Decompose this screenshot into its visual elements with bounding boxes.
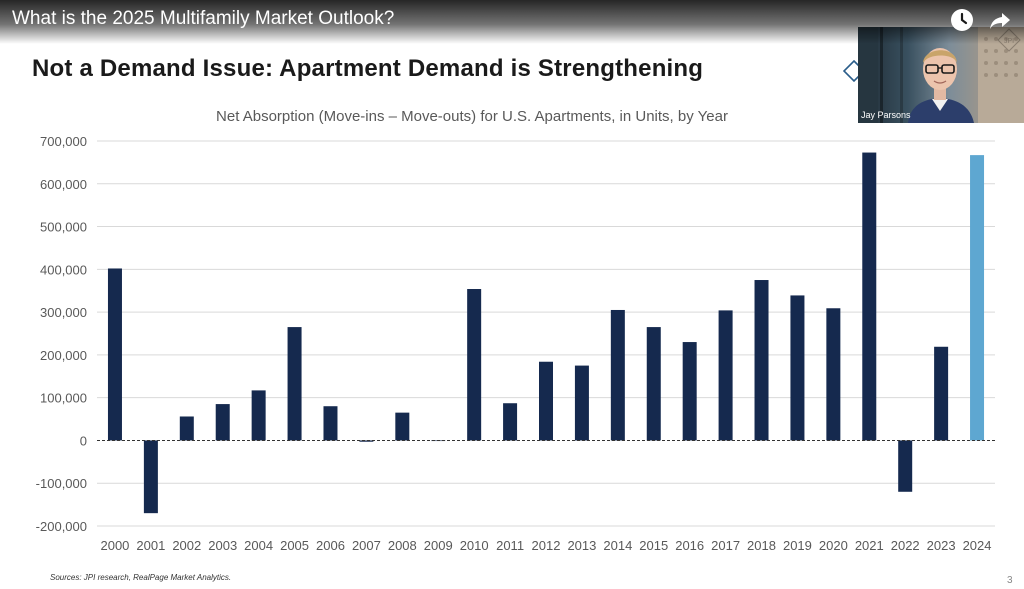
- share-icon[interactable]: [988, 8, 1012, 32]
- bar-2015: [646, 327, 661, 441]
- bar-2012: [539, 361, 553, 441]
- x-tick-label: 2006: [316, 538, 345, 553]
- bar-2016: [682, 342, 697, 441]
- y-tick-label: 500,000: [40, 220, 87, 235]
- bar-2001: [143, 440, 158, 514]
- x-tick-label: 2012: [532, 538, 561, 553]
- bar-2011: [503, 403, 518, 441]
- page-number: 3: [1007, 575, 1013, 586]
- bar-2019: [790, 295, 805, 441]
- video-top-bar: What is the 2025 Multifamily Market Outl…: [0, 0, 1024, 44]
- x-tick-label: 2014: [603, 538, 632, 553]
- x-tick-label: 2003: [208, 538, 237, 553]
- bar-2002: [179, 416, 194, 441]
- bar-2004: [251, 390, 266, 441]
- y-tick-label: 700,000: [40, 134, 87, 149]
- x-tick-label: 2018: [747, 538, 776, 553]
- slide-title: Not a Demand Issue: Apartment Demand is …: [32, 55, 704, 82]
- x-tick-label: 2004: [244, 538, 273, 553]
- bar-2018: [754, 280, 769, 441]
- bar-2008: [395, 412, 410, 441]
- x-tick-label: 2021: [855, 538, 884, 553]
- bar-2005: [287, 327, 302, 441]
- x-tick-label: 2001: [136, 538, 165, 553]
- chart-x-axis: 2000 2001 2002 2003 2004 2005 2006 2007 2008 2009…: [100, 538, 991, 553]
- x-tick-label: 2007: [352, 538, 381, 553]
- bar-2024: [970, 155, 985, 441]
- watch-later-icon[interactable]: [950, 8, 974, 32]
- y-tick-label: 400,000: [40, 262, 87, 277]
- chart-gridlines: [97, 140, 995, 527]
- y-tick-label: 100,000: [40, 391, 87, 406]
- x-tick-label: 2019: [783, 538, 812, 553]
- y-tick-label: 0: [80, 433, 87, 448]
- bar-2006: [323, 406, 338, 441]
- bar-2021: [862, 152, 877, 441]
- chart-y-axis: 700,000 600,000 500,000 400,000 300,000 200,0…: [36, 134, 87, 534]
- bar-2000: [107, 268, 122, 441]
- bar-2023: [934, 346, 949, 441]
- x-tick-label: 2020: [819, 538, 848, 553]
- x-tick-label: 2009: [424, 538, 453, 553]
- bar-2022: [898, 440, 913, 492]
- bar-2017: [718, 310, 733, 441]
- presenter-name-label: Jay Parsons: [861, 110, 911, 120]
- bar-2013: [574, 365, 589, 441]
- x-tick-label: 2002: [172, 538, 201, 553]
- sources-note: Sources: JPI research, RealPage Market A…: [50, 573, 232, 582]
- bar-2014: [610, 309, 625, 441]
- x-tick-label: 2000: [100, 538, 129, 553]
- bar-2003: [215, 404, 230, 441]
- y-tick-label: 200,000: [40, 348, 87, 363]
- x-tick-label: 2023: [927, 538, 956, 553]
- bar-chart: Net Absorption (Move-ins – Move-outs) fo…: [36, 108, 995, 553]
- x-tick-label: 2016: [675, 538, 704, 553]
- chart-bars: [107, 152, 985, 514]
- chart-title: Net Absorption (Move-ins – Move-outs) fo…: [216, 108, 728, 125]
- y-tick-label: -100,000: [36, 476, 87, 491]
- x-tick-label: 2022: [891, 538, 920, 553]
- x-tick-label: 2017: [711, 538, 740, 553]
- y-tick-label: 600,000: [40, 177, 87, 192]
- y-tick-label: -200,000: [36, 519, 87, 534]
- y-tick-label: 300,000: [40, 305, 87, 320]
- x-tick-label: 2010: [460, 538, 489, 553]
- x-tick-label: 2013: [567, 538, 596, 553]
- video-title[interactable]: What is the 2025 Multifamily Market Outl…: [12, 8, 395, 29]
- x-tick-label: 2011: [496, 538, 524, 553]
- x-tick-label: 2015: [639, 538, 668, 553]
- x-tick-label: 2008: [388, 538, 417, 553]
- bar-2020: [826, 308, 841, 441]
- x-tick-label: 2005: [280, 538, 309, 553]
- x-tick-label: 2024: [963, 538, 992, 553]
- bar-2010: [467, 289, 482, 441]
- bar-2007: [359, 440, 374, 442]
